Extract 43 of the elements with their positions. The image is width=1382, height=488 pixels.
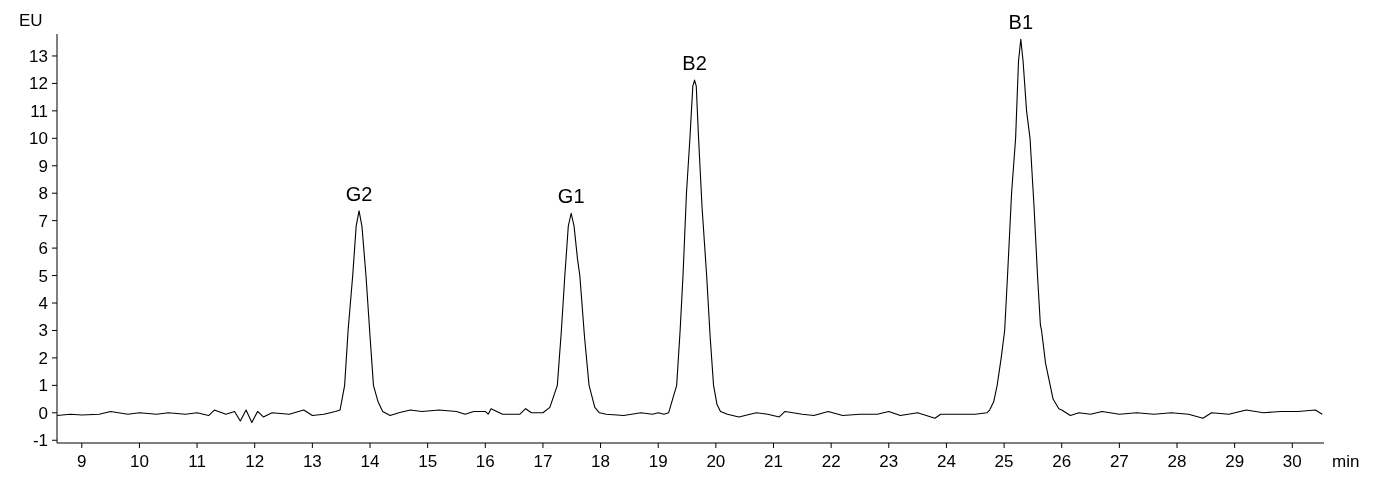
x-tick-label: 30 <box>1282 452 1302 471</box>
y-tick-label: 13 <box>29 46 48 66</box>
x-tick-label: 29 <box>1225 452 1245 471</box>
y-tick-label: 6 <box>38 239 48 259</box>
x-tick-label: 11 <box>188 452 206 471</box>
annotation: G2 <box>345 182 373 205</box>
x-tick-label: 17 <box>533 452 553 471</box>
x-tick-label: 19 <box>648 452 668 471</box>
y-tick-label: 11 <box>30 101 48 121</box>
y-tick-label: -1 <box>32 431 48 451</box>
x-tick-label: 22 <box>821 452 841 471</box>
x-tick-label: 28 <box>1167 452 1187 471</box>
x-tick-label: 18 <box>591 452 611 471</box>
y-tick-label: 9 <box>38 156 48 176</box>
y-tick-label: 8 <box>38 184 48 204</box>
y-axis-title: EU <box>19 11 43 30</box>
x-tick-label: 16 <box>475 452 495 471</box>
y-tick-label: 7 <box>38 211 48 231</box>
x-axis-title: min <box>1332 452 1360 471</box>
x-tick-label: 10 <box>129 452 149 471</box>
y-tick-label: 1 <box>38 376 48 396</box>
y-tick-label: 4 <box>38 293 48 313</box>
x-tick-label: 26 <box>1052 452 1072 471</box>
y-tick-label: 3 <box>38 321 48 341</box>
annotation: B2 <box>682 52 707 75</box>
x-tick-label: 21 <box>764 452 783 471</box>
x-tick-label: 24 <box>936 452 956 471</box>
y-tick-label: 0 <box>38 403 48 423</box>
x-tick-label: 15 <box>418 452 438 471</box>
y-tick-label: 2 <box>38 348 48 368</box>
y-tick-label: 10 <box>29 129 48 149</box>
x-tick-label: 14 <box>360 452 380 471</box>
annotation: B1 <box>1008 11 1034 34</box>
x-tick-label: 27 <box>1109 452 1129 471</box>
x-tick-label: 12 <box>245 452 265 471</box>
x-tick-label: 23 <box>879 452 899 471</box>
y-tick-label: 12 <box>29 74 48 94</box>
x-tick-label: 20 <box>706 452 726 471</box>
x-tick-label: 25 <box>994 452 1014 471</box>
annotation: G1 <box>557 185 585 208</box>
x-tick-label: 13 <box>302 452 322 471</box>
y-tick-label: 5 <box>38 266 48 286</box>
x-tick-label: 9 <box>77 452 87 471</box>
